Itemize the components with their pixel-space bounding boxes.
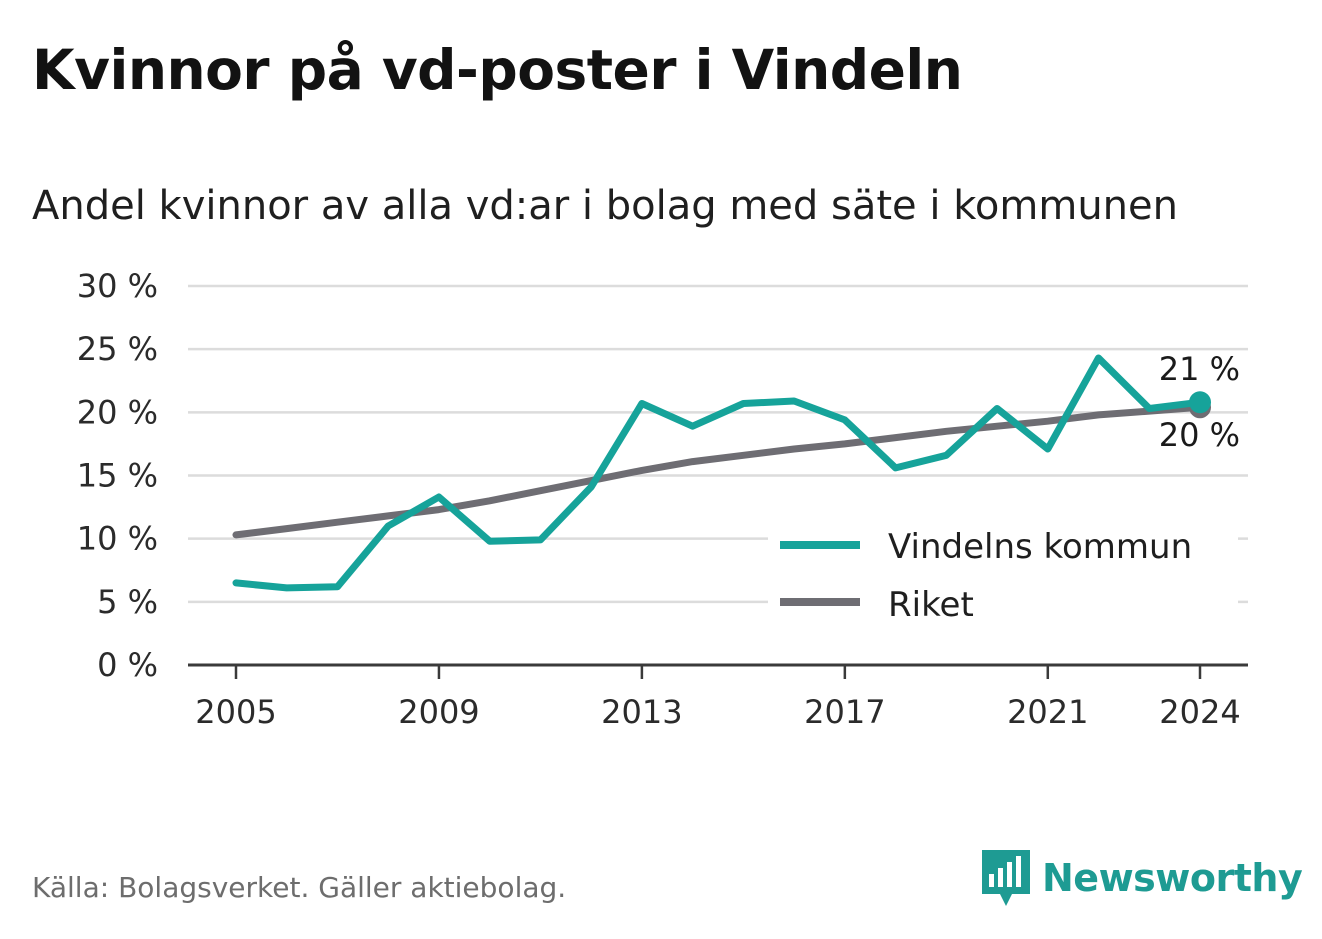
y-tick-label: 25 % [77, 330, 158, 368]
series [232, 354, 1211, 592]
x-axis-ticks: 2005 2009 2013 2017 2021 2024 [195, 665, 1241, 731]
legend-label-riket: Riket [888, 585, 974, 625]
x-tick-label: 2021 [1007, 693, 1088, 731]
y-axis-ticks: 0 % 5 % 10 % 15 % 20 % 25 % 30 % [77, 267, 158, 684]
newsworthy-logo: Newsworthy [980, 848, 1303, 908]
series-line-riket [232, 403, 1204, 539]
chart-subtitle: Andel kvinnor av alla vd:ar i bolag med … [32, 183, 1178, 229]
y-tick-label: 10 % [77, 520, 158, 558]
x-tick-label: 2013 [601, 693, 682, 731]
brand-name: Newsworthy [1042, 856, 1303, 900]
x-tick-label: 2017 [804, 693, 885, 731]
y-tick-label: 30 % [77, 267, 158, 305]
x-tick-label: 2005 [195, 693, 276, 731]
y-tick-label: 20 % [77, 393, 158, 431]
bar-chart-speech-bubble-icon [982, 850, 1030, 906]
x-tick-label: 2009 [398, 693, 479, 731]
chart-title: Kvinnor på vd-poster i Vindeln [32, 38, 963, 102]
line-chart: 0 %5 %10 %15 %20 %25 %30 % 2005 2009 2013 2… [77, 267, 1248, 731]
y-tick-label: 5 % [97, 583, 158, 621]
end-label-riket: 20 % [1159, 416, 1240, 454]
end-label-vindeln: 21 % [1159, 350, 1240, 388]
legend-background [768, 514, 1238, 634]
end-point-vindeln [1189, 391, 1211, 414]
y-tick-label: 15 % [77, 457, 158, 495]
source-note: Källa: Bolagsverket. Gäller aktiebolag. [32, 871, 567, 904]
legend: Vindelns kommun Riket [768, 514, 1238, 634]
legend-label-vindeln: Vindelns kommun [888, 527, 1192, 567]
series-line-vindeln [232, 354, 1204, 592]
x-tick-label: 2024 [1159, 693, 1240, 731]
y-tick-label: 0 % [97, 646, 158, 684]
